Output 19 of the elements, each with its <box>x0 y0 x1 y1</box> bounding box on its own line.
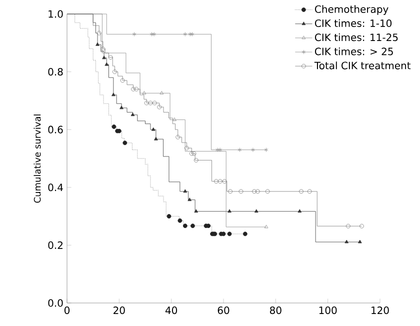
y-tick-label: 0.6 <box>48 126 63 134</box>
y-tick-label: 1.0 <box>48 10 63 18</box>
x-tick-label: 100 <box>319 306 337 314</box>
legend-label: CIK times: 1-10 <box>314 19 392 28</box>
y-tick-label: 0.2 <box>48 241 62 249</box>
y-tick-label: 0.4 <box>48 184 63 192</box>
y-tick-label: 0.8 <box>48 68 63 76</box>
legend-label: CIK times: > 25 <box>314 47 393 56</box>
legend-label: CIK times: 11-25 <box>314 33 398 42</box>
x-tick-label: 20 <box>114 306 125 314</box>
x-tick-label: 40 <box>165 306 178 314</box>
legend-label: Total CIK treatment <box>314 62 411 70</box>
legend-label: Chemotherapy <box>314 5 388 15</box>
x-tick-label: 120 <box>372 306 389 314</box>
x-tick-label: 80 <box>270 306 282 314</box>
y-tick-label: 0.0 <box>48 299 63 307</box>
y-axis-title: Cumulative survival <box>34 114 41 203</box>
x-tick-label: 0 <box>64 306 70 314</box>
x-tick-label: 60 <box>218 306 230 314</box>
